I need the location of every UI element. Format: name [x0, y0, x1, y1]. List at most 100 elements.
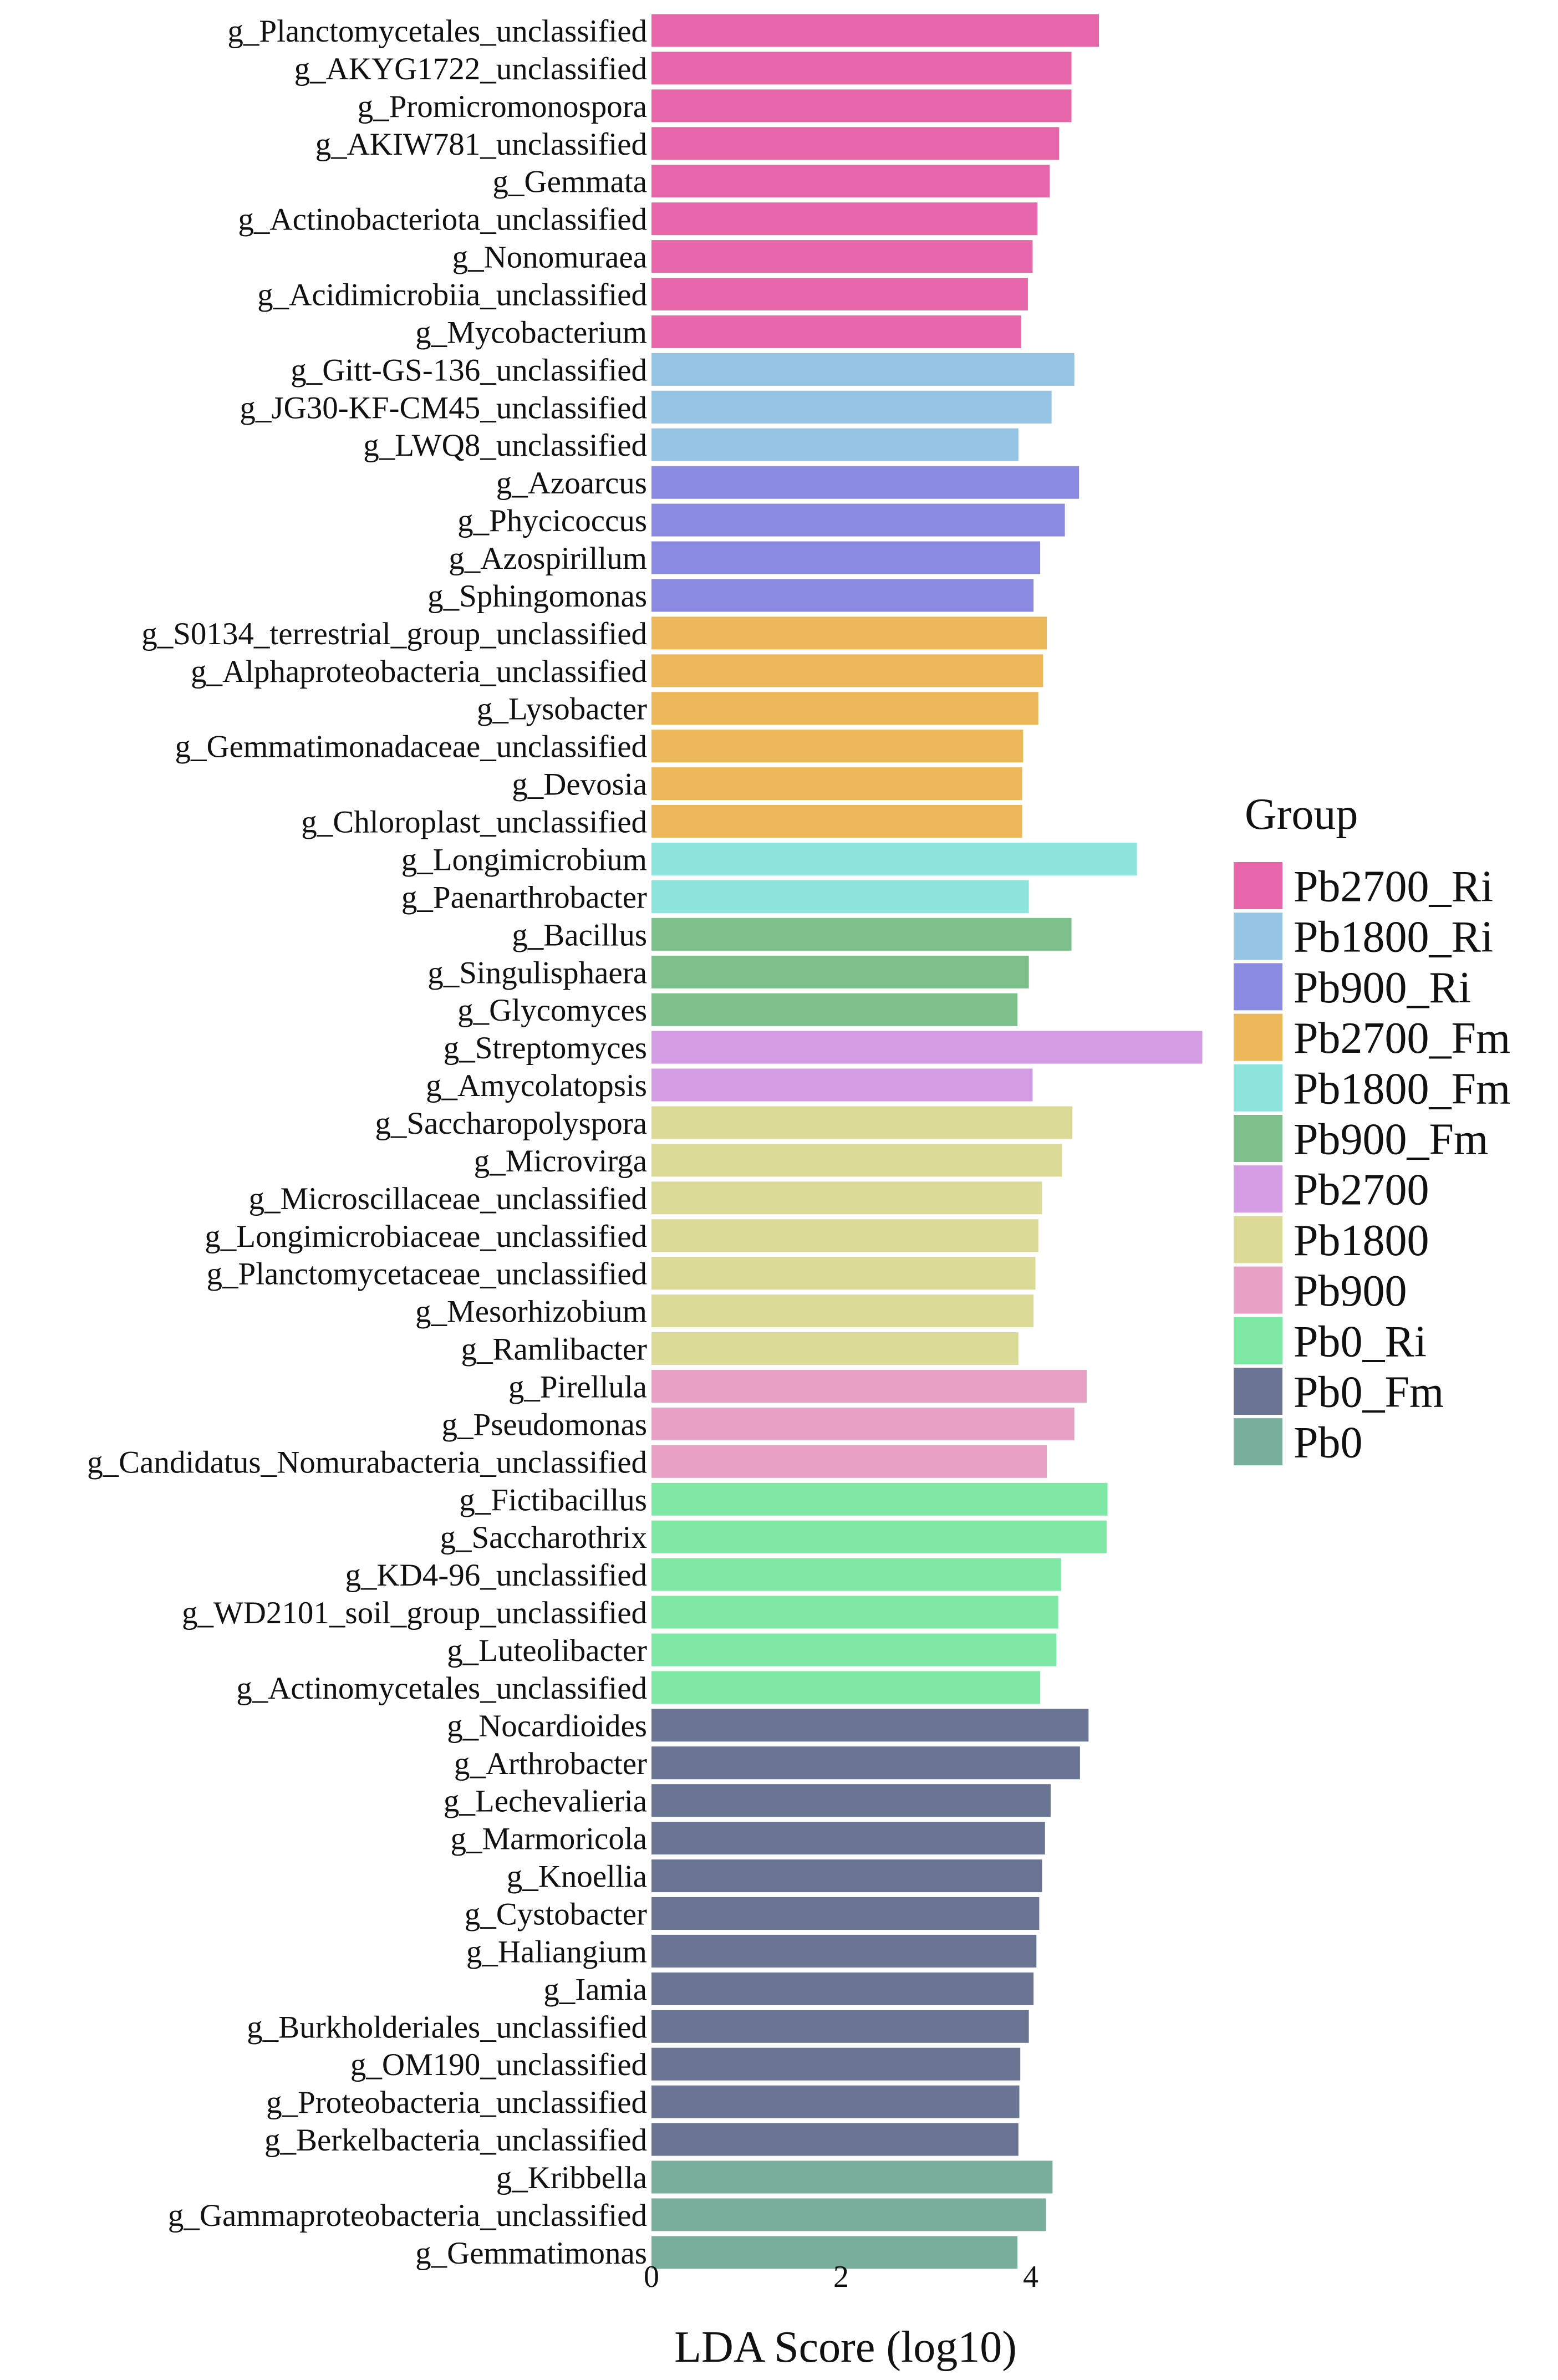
category-label: g_Luteolibacter [447, 1633, 647, 1668]
category-label: g_Azoarcus [496, 466, 647, 501]
bar-g_Pseudomonas [651, 1407, 1075, 1440]
bar-g_Lechevalieria [651, 1784, 1051, 1817]
category-label: g_Glycomyces [457, 993, 647, 1028]
category-label: g_Marmoricola [450, 1822, 647, 1857]
category-label: g_Proteobacteria_unclassified [266, 2085, 647, 2120]
bar-g_Azospirillum [651, 541, 1041, 574]
category-label: g_Gitt-GS-136_unclassified [291, 353, 647, 388]
bar-g_Azoarcus [651, 466, 1080, 499]
legend-swatch [1234, 1317, 1282, 1364]
bar-g_Gemmata [651, 165, 1050, 198]
legend-swatch [1234, 1013, 1282, 1061]
bar-g_Marmoricola [651, 1822, 1045, 1855]
category-label: g_Longimicrobiaceae_unclassified [205, 1219, 647, 1254]
bar-g_Singulisphaera [651, 955, 1029, 988]
bar-g_Gitt-GS-136_unclassified [651, 353, 1075, 386]
category-label: g_Burkholderiales_unclassified [247, 2010, 647, 2045]
bar-g_Chloroplast_unclassified [651, 805, 1022, 838]
bar-g_Haliangium [651, 1934, 1037, 1968]
bar-g_Actinobacteriota_unclassified [651, 202, 1037, 236]
legend-swatch [1234, 1266, 1282, 1314]
bar-g_Longimicrobium [651, 843, 1137, 875]
x-tick-label: 0 [644, 2260, 659, 2294]
category-label: g_Streptomyces [444, 1031, 647, 1066]
bar-g_Actinomycetales_unclassified [651, 1671, 1041, 1704]
bar-g_LWQ8_unclassified [651, 428, 1019, 461]
bar-g_AKIW781_unclassified [651, 127, 1060, 160]
category-label: g_Knoellia [507, 1859, 647, 1894]
legend-label: Pb900_Ri [1294, 964, 1471, 1012]
category-label: g_Berkelbacteria_unclassified [264, 2123, 647, 2158]
bar-g_Gemmatimonadaceae_unclassified [651, 730, 1024, 763]
bar-g_AKYG1722_unclassified [651, 52, 1072, 85]
legend-label: Pb900_Fm [1294, 1115, 1488, 1164]
legend-label: Pb2700 [1294, 1166, 1429, 1215]
bar-g_OM190_unclassified [651, 2047, 1021, 2081]
category-label: g_Lysobacter [477, 692, 647, 727]
bar-g_Amycolatopsis [651, 1068, 1033, 1102]
category-label: g_Devosia [512, 767, 647, 802]
category-label: g_Alphaproteobacteria_unclassified [191, 654, 647, 689]
bar-g_Gemmatimonas [651, 2236, 1018, 2269]
category-label: g_Actinobacteriota_unclassified [238, 202, 647, 237]
category-label: g_Nocardioides [447, 1709, 647, 1744]
bar-g_Phycicoccus [651, 503, 1065, 537]
bar-g_Burkholderiales_unclassified [651, 2010, 1029, 2043]
category-label: g_Pseudomonas [442, 1407, 648, 1442]
category-label: g_Planctomycetales_unclassified [227, 14, 647, 49]
bar-g_S0134_terrestrial_group_unclassified [651, 616, 1047, 650]
bar-g_Planctomycetaceae_unclassified [651, 1257, 1036, 1290]
bar-g_Acidimicrobiia_unclassified [651, 278, 1028, 310]
bar-g_Kribbella [651, 2160, 1053, 2194]
category-label: g_Microscillaceae_unclassified [248, 1181, 647, 1216]
category-label: g_Saccharopolyspora [375, 1106, 647, 1141]
legend-label: Pb0 [1294, 1419, 1363, 1467]
bar-g_Luteolibacter [651, 1633, 1057, 1666]
bar-g_Fictibacillus [651, 1482, 1108, 1516]
category-label: g_Amycolatopsis [426, 1068, 647, 1103]
category-label: g_Pirellula [508, 1370, 647, 1405]
category-label: g_Promicromonospora [358, 89, 647, 124]
legend-swatch [1234, 963, 1282, 1011]
legend-swatch [1234, 1165, 1282, 1213]
category-label: g_KD4-96_unclassified [345, 1558, 647, 1593]
legend-swatch [1234, 862, 1282, 909]
bar-g_Iamia [651, 1972, 1034, 2005]
bar-g_Saccharothrix [651, 1520, 1107, 1553]
x-axis: 0 2 4 [644, 2260, 1038, 2294]
legend-swatch [1234, 1368, 1282, 1415]
bar-g_Arthrobacter [651, 1746, 1080, 1780]
bar-g_Gammaproteobacteria_unclassified [651, 2198, 1046, 2231]
x-tick-label: 4 [1023, 2260, 1038, 2294]
category-label: g_Acidimicrobiia_unclassified [257, 278, 647, 313]
bar-g_Devosia [651, 767, 1022, 801]
bar-g_Lysobacter [651, 692, 1038, 725]
legend-swatch [1234, 1115, 1282, 1162]
category-label: g_Iamia [543, 1972, 647, 2007]
legend-label: Pb1800 [1294, 1216, 1429, 1265]
category-label: g_Mesorhizobium [415, 1295, 647, 1329]
category-label: g_AKYG1722_unclassified [294, 52, 647, 86]
bar-g_WD2101_soil_group_unclassified [651, 1596, 1058, 1629]
bar-g_Microvirga [651, 1144, 1062, 1177]
category-label: g_Actinomycetales_unclassified [236, 1671, 647, 1706]
bar-g_Pirellula [651, 1370, 1087, 1403]
category-label: g_Gemmata [492, 165, 647, 200]
x-tick-label: 2 [833, 2260, 849, 2294]
bar-g_Mycobacterium [651, 315, 1021, 348]
category-label: g_Nonomuraea [452, 240, 647, 275]
category-label: g_Phycicoccus [457, 503, 647, 538]
bar-g_Paenarthrobacter [651, 880, 1029, 913]
category-label: g_AKIW781_unclassified [315, 127, 647, 162]
bars-layer [651, 14, 1203, 2269]
category-label: g_Kribbella [496, 2160, 647, 2195]
category-label: g_LWQ8_unclassified [363, 428, 647, 463]
legend-label: Pb0_Ri [1294, 1317, 1427, 1366]
bar-g_Knoellia [651, 1859, 1042, 1893]
bar-g_Mesorhizobium [651, 1295, 1034, 1328]
category-labels: g_Planctomycetales_unclassifiedg_AKYG172… [87, 14, 647, 2271]
legend-label: Pb0_Fm [1294, 1368, 1444, 1417]
bar-g_Berkelbacteria_unclassified [651, 2123, 1019, 2156]
bar-g_Longimicrobiaceae_unclassified [651, 1219, 1038, 1252]
